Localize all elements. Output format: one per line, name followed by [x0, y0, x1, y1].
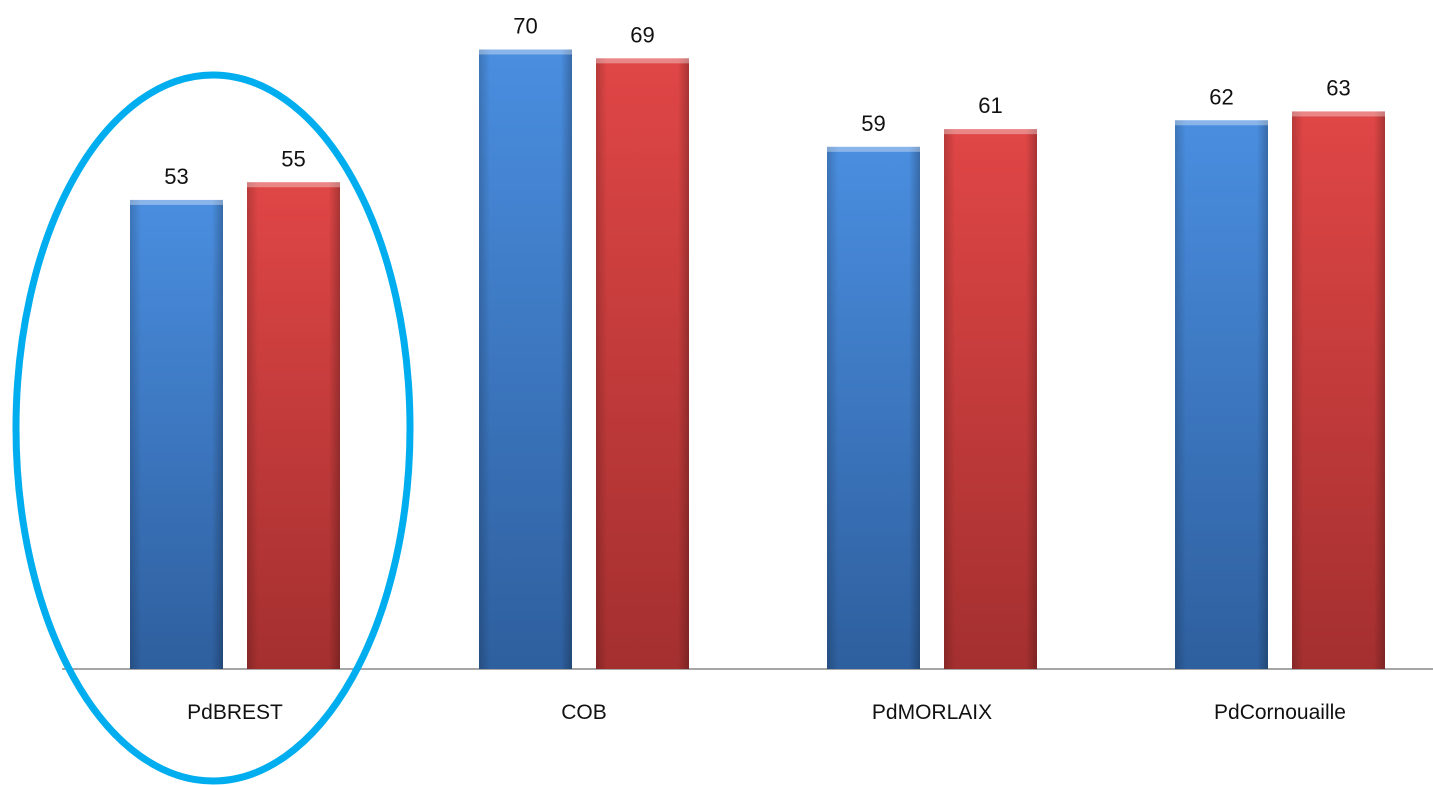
bar-highlight-pdbrest-series-1	[130, 199, 223, 205]
data-label-cob-series-1: 70	[513, 14, 537, 39]
bar-highlight-pdmorlaix-series-1	[827, 146, 920, 152]
category-label-cob: COB	[561, 701, 607, 724]
bar-shading-pdcornouaille-series-2	[1292, 111, 1385, 669]
bar-highlight-pdbrest-series-2	[247, 182, 340, 188]
bar-shading-pdbrest-series-1	[130, 199, 223, 669]
data-label-pdmorlaix-series-1: 59	[861, 111, 885, 136]
category-label-pdbrest: PdBREST	[187, 701, 283, 724]
highlight-ellipse	[12, 71, 414, 785]
bar-shading-cob-series-1	[479, 49, 572, 669]
data-label-cob-series-2: 69	[630, 22, 654, 47]
bar-highlight-pdcornouaille-series-1	[1175, 120, 1268, 126]
bar-shading-pdbrest-series-2	[247, 182, 340, 669]
value-labels-layer: 53 55 70 69 59 61 62 63	[164, 14, 1350, 189]
data-label-pdbrest-series-2: 55	[281, 146, 305, 171]
bar-shading-pdcornouaille-series-1	[1175, 120, 1268, 670]
bars-layer	[130, 49, 1385, 670]
category-label-pdcornouaille: PdCornouaille	[1214, 701, 1346, 724]
data-label-pdcornouaille-series-2: 63	[1326, 75, 1350, 100]
bar-highlight-cob-series-2	[596, 58, 689, 64]
data-label-pdcornouaille-series-1: 62	[1209, 84, 1233, 109]
data-label-pdmorlaix-series-2: 61	[978, 93, 1002, 118]
bar-shading-pdmorlaix-series-1	[827, 146, 920, 670]
category-labels-layer: PdBREST COB PdMORLAIX PdCornouaille	[187, 701, 1346, 724]
bar-highlight-pdmorlaix-series-2	[944, 129, 1037, 135]
bar-highlight-cob-series-1	[479, 49, 572, 55]
bar-shading-cob-series-2	[596, 58, 689, 670]
bar-shading-pdmorlaix-series-2	[944, 129, 1037, 669]
data-label-pdbrest-series-1: 53	[164, 164, 188, 189]
category-label-pdmorlaix: PdMORLAIX	[872, 701, 992, 724]
bar-highlight-pdcornouaille-series-2	[1292, 111, 1385, 117]
